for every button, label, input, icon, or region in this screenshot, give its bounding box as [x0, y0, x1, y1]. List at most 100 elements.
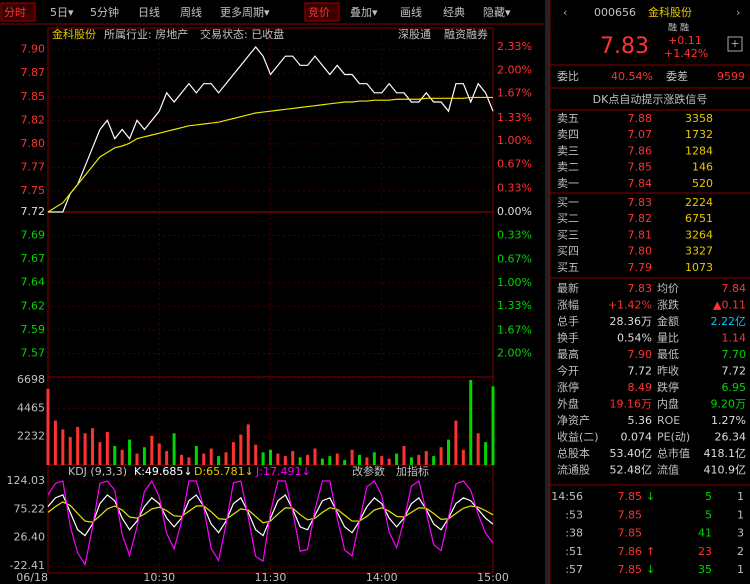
- volume-bar: [365, 457, 369, 465]
- volume-bar: [328, 456, 332, 465]
- volume-bar: [217, 456, 221, 465]
- info-text: 所属行业: 房地产: [104, 27, 188, 41]
- book-label: 买二: [557, 212, 579, 225]
- kdj-button[interactable]: 加指标: [396, 464, 429, 478]
- signal-link[interactable]: DK点自动提示涨跌信号: [593, 92, 708, 106]
- volume-bar: [61, 429, 65, 465]
- book-price: 7.79: [628, 261, 653, 274]
- toolbar-button[interactable]: 竞价: [308, 5, 330, 19]
- trade-count: 3: [737, 527, 744, 540]
- book-price: 7.80: [628, 245, 653, 258]
- y-tick-label: 7.75: [21, 184, 46, 197]
- trade-time: :51: [565, 545, 583, 558]
- toolbar-button[interactable]: 日线: [138, 5, 160, 19]
- x-tick-label: 06/18: [16, 571, 48, 584]
- back-arrow[interactable]: ‹: [563, 6, 567, 19]
- trade-price: 7.85: [618, 490, 643, 503]
- stat-label: 流通股: [557, 463, 590, 477]
- toolbar-button[interactable]: 分时: [4, 6, 26, 19]
- toolbar-button[interactable]: 隐藏▾: [483, 6, 511, 19]
- kdj-line: [47, 479, 494, 567]
- volume-bar: [224, 452, 228, 465]
- kdj-tick-label: 124.03: [7, 474, 46, 487]
- volume-bar: [387, 458, 391, 465]
- stat-label: ROE: [657, 414, 680, 427]
- trade-price: 7.85: [618, 563, 643, 576]
- stat-label: 收益(二): [557, 430, 599, 444]
- stat-value: 7.72: [722, 365, 747, 378]
- book-volume: 3264: [685, 228, 713, 241]
- volume-bar: [83, 433, 87, 465]
- stat-label: 净资产: [557, 413, 590, 427]
- trade-time: :57: [565, 563, 583, 576]
- toolbar-button[interactable]: 5分钟: [90, 5, 119, 19]
- volume-bar: [76, 426, 80, 465]
- volume-bar: [283, 456, 287, 465]
- stat-value: 26.34: [715, 431, 747, 444]
- stat-label: 量比: [657, 332, 679, 345]
- book-price: 7.88: [628, 112, 653, 125]
- x-tick-label: 14:00: [366, 571, 398, 584]
- volume-bar: [402, 445, 406, 465]
- trade-time: :38: [565, 527, 583, 540]
- stat-label: 今开: [557, 364, 579, 378]
- volume-bar: [447, 439, 450, 465]
- kdj-k: K:49.685↓: [134, 465, 193, 478]
- volume-bar: [239, 434, 243, 465]
- stat-value: 5.36: [628, 414, 653, 427]
- info-text: 深股通: [398, 28, 431, 41]
- tag: 融: [680, 23, 689, 34]
- volume-bar: [261, 452, 265, 465]
- book-volume: 1284: [685, 144, 713, 157]
- volume-bar: [128, 439, 132, 465]
- book-volume: 3327: [685, 245, 713, 258]
- stat-value: 28.36万: [610, 315, 653, 328]
- trade-arrow: ↑: [646, 545, 655, 558]
- y-tick-label: 7.57: [21, 346, 46, 359]
- book-price: 7.83: [628, 196, 653, 209]
- stat-label: 总股本: [557, 446, 590, 460]
- fwd-arrow[interactable]: ›: [736, 6, 740, 19]
- splitter[interactable]: [545, 0, 550, 584]
- y-tick-label: 7.80: [21, 137, 46, 150]
- kdj-d: D:65.781↓: [194, 465, 254, 478]
- book-label: 买一: [557, 196, 579, 209]
- vol-tick-label: 6698: [17, 373, 45, 386]
- info-text: 融资融券: [444, 27, 488, 41]
- stat-value: 7.83: [628, 282, 653, 295]
- add-button[interactable]: [727, 36, 743, 52]
- volume-bar: [417, 454, 421, 465]
- volume-bar: [276, 453, 280, 465]
- kdj-button[interactable]: 改参数: [352, 464, 385, 478]
- trade-price: 7.85: [618, 527, 643, 540]
- toolbar-button[interactable]: 周线: [180, 5, 202, 19]
- stat-value: 53.40亿: [610, 447, 653, 460]
- y2-tick-label: 1.33%: [497, 299, 532, 312]
- toolbar-button[interactable]: 更多周期▾: [220, 5, 270, 19]
- kdj-line: [47, 501, 494, 524]
- kdj-tick-label: 26.40: [14, 531, 46, 544]
- volume-bar: [469, 380, 473, 465]
- toolbar-button[interactable]: 画线: [400, 5, 422, 19]
- stat-label: PE(动): [657, 431, 690, 444]
- toolbar-button[interactable]: 叠加▾: [350, 6, 378, 19]
- trade-count: 1: [737, 563, 744, 576]
- book-label: 买三: [557, 228, 579, 241]
- stat-value: 0.54%: [617, 332, 652, 345]
- y2-tick-label: 1.67%: [497, 323, 532, 336]
- stat-label: 涨停: [557, 380, 579, 394]
- change-pct: +1.42%: [664, 47, 708, 60]
- volume-bar: [461, 449, 465, 465]
- volume-bar: [439, 447, 443, 465]
- vol-tick-label: 2232: [17, 430, 45, 443]
- price-line: [47, 96, 493, 213]
- y2-tick-label: 0.33%: [497, 182, 532, 195]
- stat-value: 2.22亿: [711, 315, 747, 328]
- trade-arrow: ↓: [646, 563, 655, 576]
- toolbar-button[interactable]: 经典: [443, 5, 465, 19]
- price: 7.83: [600, 34, 649, 59]
- volume-bar: [313, 448, 317, 465]
- toolbar-button[interactable]: 5日▾: [50, 6, 74, 19]
- book-price: 7.84: [628, 177, 653, 190]
- stat-value: 7.90: [628, 348, 653, 361]
